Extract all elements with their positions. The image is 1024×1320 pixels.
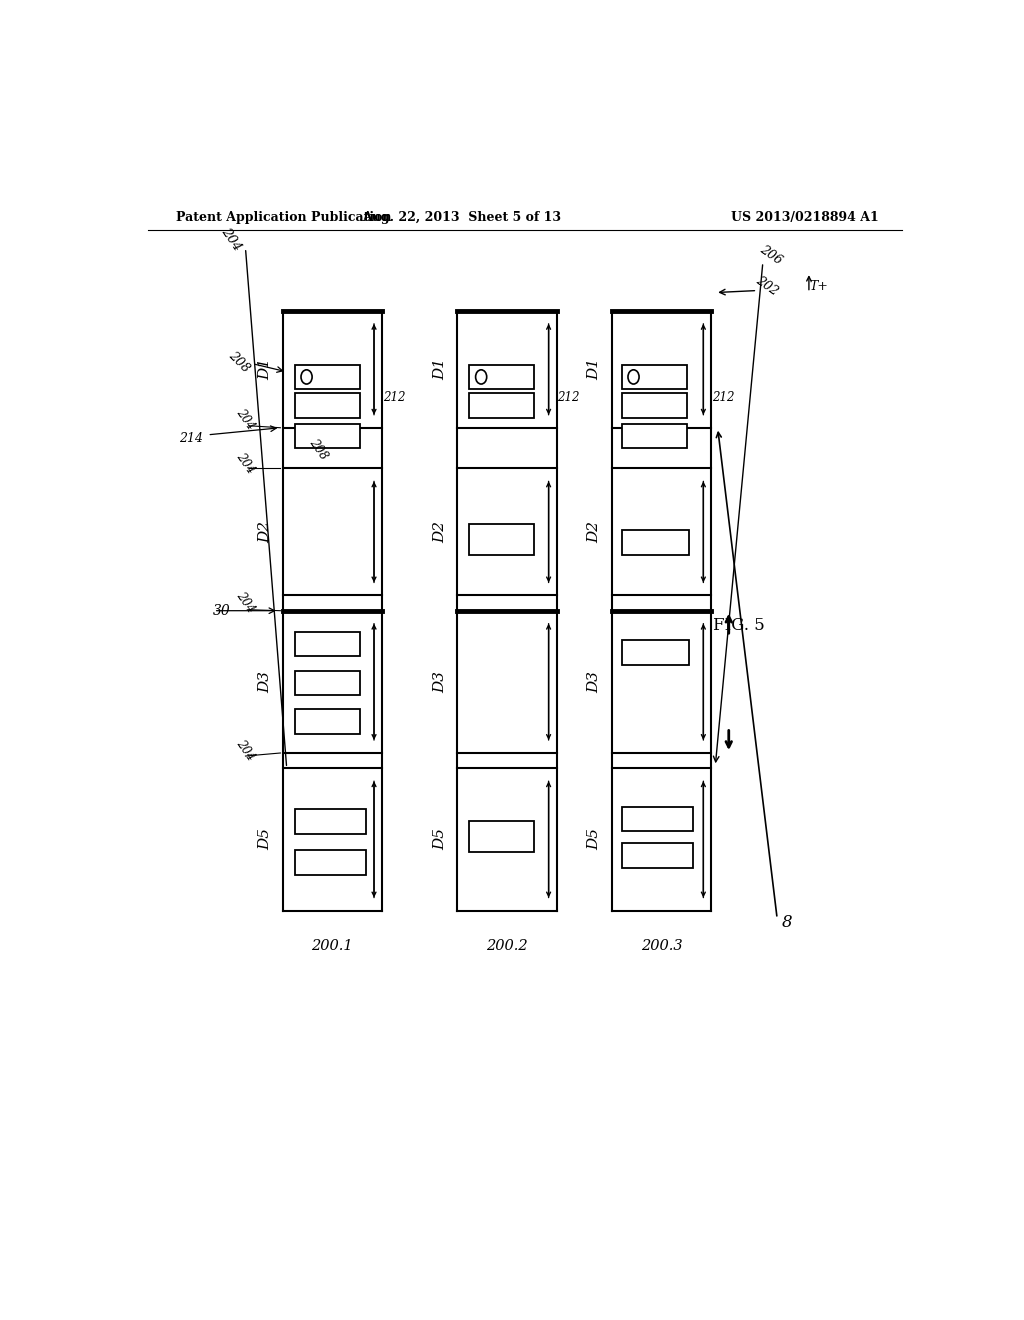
Text: 208: 208 <box>226 348 252 375</box>
Bar <box>295 393 359 417</box>
Bar <box>295 709 359 734</box>
Bar <box>469 364 535 389</box>
Bar <box>469 821 535 851</box>
Bar <box>295 424 359 447</box>
Bar <box>469 393 535 417</box>
Bar <box>469 524 535 554</box>
Bar <box>295 632 359 656</box>
Bar <box>295 364 359 389</box>
Text: 8: 8 <box>781 915 792 931</box>
Text: Aug. 22, 2013  Sheet 5 of 13: Aug. 22, 2013 Sheet 5 of 13 <box>361 211 561 224</box>
Text: D5: D5 <box>588 829 602 850</box>
Text: 212: 212 <box>712 391 734 404</box>
Text: 212: 212 <box>557 391 580 404</box>
Bar <box>622 843 693 867</box>
Text: D5: D5 <box>433 829 446 850</box>
Bar <box>622 640 689 664</box>
Text: 208: 208 <box>306 436 331 462</box>
Text: 200.3: 200.3 <box>641 939 683 953</box>
Text: 204: 204 <box>233 450 257 477</box>
Bar <box>622 531 689 554</box>
Bar <box>295 850 367 875</box>
Text: 204: 204 <box>233 590 257 615</box>
Text: 206: 206 <box>758 243 784 267</box>
Text: D2: D2 <box>588 521 602 543</box>
Text: D1: D1 <box>588 358 602 380</box>
Text: 204: 204 <box>233 737 257 763</box>
Text: FIG. 5: FIG. 5 <box>713 618 765 635</box>
Text: US 2013/0218894 A1: US 2013/0218894 A1 <box>731 211 879 224</box>
Text: D2: D2 <box>258 521 272 543</box>
Text: Patent Application Publication: Patent Application Publication <box>176 211 391 224</box>
Text: D3: D3 <box>258 671 272 693</box>
Bar <box>295 671 359 696</box>
Text: 212: 212 <box>383 391 406 404</box>
Text: 200.2: 200.2 <box>486 939 527 953</box>
Text: T+: T+ <box>809 280 827 293</box>
Bar <box>622 364 687 389</box>
Text: D1: D1 <box>433 358 446 380</box>
Text: 204: 204 <box>233 407 257 433</box>
Text: 214: 214 <box>179 433 204 445</box>
Bar <box>622 807 693 832</box>
Bar <box>622 393 687 417</box>
Text: 200.1: 200.1 <box>311 939 353 953</box>
Text: 202: 202 <box>754 275 780 298</box>
Text: 30: 30 <box>213 603 230 618</box>
Bar <box>622 424 687 447</box>
Text: D1: D1 <box>258 358 272 380</box>
Bar <box>295 809 367 834</box>
Text: D3: D3 <box>433 671 446 693</box>
Text: D3: D3 <box>588 671 602 693</box>
Text: D5: D5 <box>258 829 272 850</box>
Text: D2: D2 <box>433 521 446 543</box>
Text: 204: 204 <box>219 226 244 253</box>
